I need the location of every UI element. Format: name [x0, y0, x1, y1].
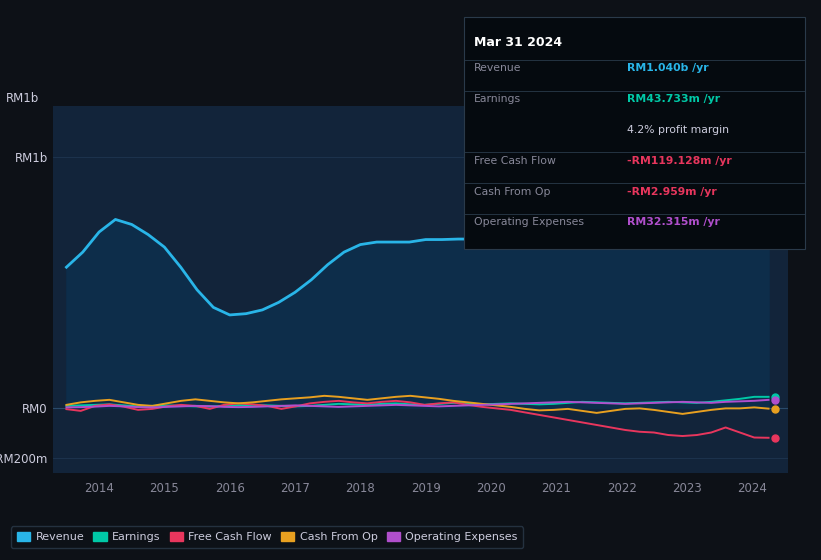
Text: RM32.315m /yr: RM32.315m /yr	[627, 217, 720, 227]
Text: RM43.733m /yr: RM43.733m /yr	[627, 94, 721, 104]
Text: Cash From Op: Cash From Op	[474, 186, 550, 197]
Text: RM1b: RM1b	[6, 92, 39, 105]
Legend: Revenue, Earnings, Free Cash Flow, Cash From Op, Operating Expenses: Revenue, Earnings, Free Cash Flow, Cash …	[11, 526, 524, 548]
Text: Operating Expenses: Operating Expenses	[474, 217, 584, 227]
Text: Earnings: Earnings	[474, 94, 521, 104]
Text: Revenue: Revenue	[474, 63, 521, 73]
Text: Free Cash Flow: Free Cash Flow	[474, 156, 556, 166]
Text: Mar 31 2024: Mar 31 2024	[474, 35, 562, 49]
Text: -RM2.959m /yr: -RM2.959m /yr	[627, 186, 718, 197]
Text: RM1.040b /yr: RM1.040b /yr	[627, 63, 709, 73]
Text: -RM119.128m /yr: -RM119.128m /yr	[627, 156, 732, 166]
Text: 4.2% profit margin: 4.2% profit margin	[627, 125, 729, 135]
